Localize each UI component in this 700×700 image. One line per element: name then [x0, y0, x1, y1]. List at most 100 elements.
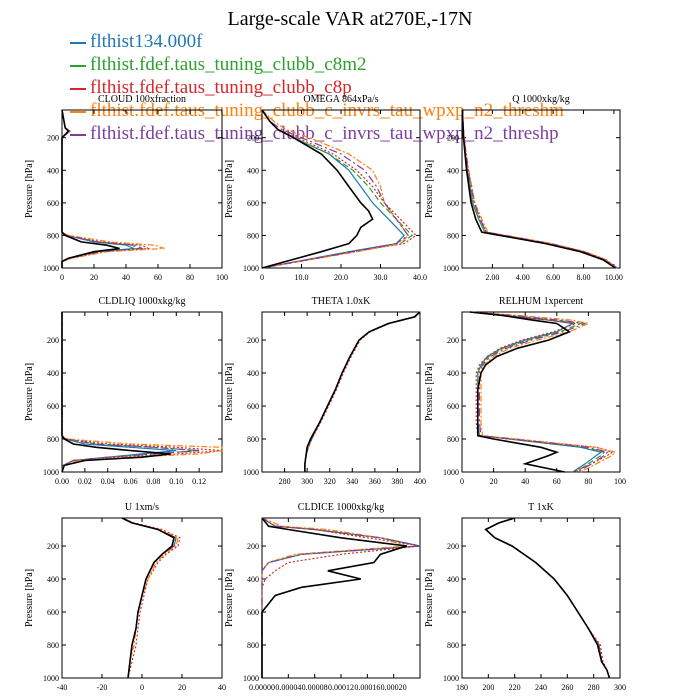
y-tick-label: 800 — [47, 435, 59, 444]
x-tick-label: 380 — [391, 477, 403, 486]
legend-label: flthist.fdef.taus_tuning_clubb_c8p — [90, 77, 352, 98]
x-tick-label: 220 — [509, 683, 521, 692]
series-line — [469, 311, 572, 473]
y-tick-label: 1000 — [243, 264, 259, 273]
series-line — [304, 311, 421, 472]
x-tick-label: -20 — [97, 683, 108, 692]
y-axis-label: Pressure [hPa] — [224, 363, 235, 421]
series-line — [461, 109, 616, 269]
y-tick-label: 800 — [447, 231, 459, 240]
y-tick-label: 800 — [247, 641, 259, 650]
x-tick-label: 0.00004 — [275, 683, 301, 692]
series-line — [61, 312, 171, 473]
y-tick-label: 400 — [247, 369, 259, 378]
series-line — [304, 311, 421, 472]
y-tick-label: 1000 — [43, 674, 59, 683]
y-tick-label: 200 — [247, 336, 259, 345]
legend: flthist134.000f flthist.fdef.taus_tuning… — [70, 30, 564, 145]
x-tick-label: 0 — [260, 273, 264, 282]
x-tick-label: 0.10 — [169, 477, 183, 486]
x-tick-label: 60 — [154, 273, 162, 282]
x-tick-label: 0.00012 — [328, 683, 354, 692]
x-tick-label: 0.02 — [78, 477, 92, 486]
legend-item: flthist134.000f — [70, 30, 564, 53]
y-tick-label: 200 — [447, 542, 459, 551]
x-tick-label: 0 — [140, 683, 144, 692]
y-tick-label: 600 — [47, 402, 59, 411]
series-line — [121, 517, 177, 679]
y-tick-label: 400 — [447, 575, 459, 584]
legend-item: flthist.fdef.taus_tuning_clubb_c8p — [70, 76, 564, 99]
series-line — [261, 517, 407, 678]
series-line — [121, 517, 177, 679]
series-line — [461, 109, 618, 269]
panel-title: U 1xm/s — [125, 502, 159, 513]
y-tick-label: 200 — [447, 336, 459, 345]
series-line — [461, 109, 618, 269]
x-tick-label: 0.00000 — [249, 683, 275, 692]
series-line — [304, 311, 421, 472]
x-tick-label: 40.0 — [413, 273, 427, 282]
series-line — [469, 311, 617, 473]
series-line — [61, 312, 177, 473]
panel: CLDICE 1000xkg/kg Pressure [hPa] 200 400 600… — [224, 502, 421, 692]
plot-frame — [61, 109, 223, 269]
legend-swatch — [70, 87, 86, 90]
y-axis-label: Pressure [hPa] — [224, 569, 235, 627]
y-tick-label: 600 — [447, 402, 459, 411]
panel-title: RELHUM 1xpercent — [499, 296, 583, 307]
series-line — [261, 517, 421, 678]
x-tick-label: 0.08 — [146, 477, 160, 486]
series-line — [461, 109, 618, 269]
y-tick-label: 1000 — [243, 674, 259, 683]
x-tick-label: 180 — [456, 683, 468, 692]
y-axis-label: Pressure [hPa] — [224, 160, 235, 218]
panel: CLDLIQ 1000xkg/kg Pressure [hPa] 200 400 600… — [24, 296, 223, 486]
y-tick-label: 1000 — [243, 468, 259, 477]
series-line — [261, 109, 409, 269]
series-line — [261, 517, 408, 678]
x-tick-label: 0.00008 — [302, 683, 328, 692]
x-tick-label: 200 — [482, 683, 494, 692]
series-line — [304, 311, 421, 472]
y-tick-label: 800 — [447, 435, 459, 444]
legend-swatch — [70, 133, 86, 136]
y-axis-label: Pressure [hPa] — [424, 569, 435, 627]
series-line — [469, 311, 614, 473]
panel-title: CLDICE 1000xkg/kg — [298, 502, 384, 513]
x-tick-label: 0 — [460, 477, 464, 486]
plot-frame — [261, 311, 421, 473]
y-tick-label: 600 — [447, 608, 459, 617]
legend-item: flthist.fdef.taus_tuning_clubb_c8m2 — [70, 53, 564, 76]
x-tick-label: 280 — [279, 477, 291, 486]
x-tick-label: 300 — [614, 683, 626, 692]
y-tick-label: 200 — [47, 542, 59, 551]
series-line — [261, 109, 374, 269]
x-tick-label: 20 — [90, 273, 98, 282]
y-tick-label: 200 — [47, 134, 59, 143]
y-tick-label: 400 — [47, 575, 59, 584]
y-tick-label: 600 — [447, 199, 459, 208]
y-tick-label: 400 — [47, 166, 59, 175]
panel-title: CLDLIQ 1000xkg/kg — [99, 296, 186, 307]
legend-label: flthist.fdef.taus_tuning_clubb_c_invrs_t… — [90, 123, 559, 144]
x-tick-label: 100 — [216, 273, 228, 282]
panel-title: CLOUD 100xfraction — [98, 94, 186, 105]
y-axis-label: Pressure [hPa] — [24, 363, 35, 421]
x-tick-label: 20 — [178, 683, 186, 692]
x-tick-label: 80 — [584, 477, 592, 486]
series-line — [261, 517, 421, 678]
legend-item: flthist.fdef.taus_tuning_clubb_c_invrs_t… — [70, 122, 564, 145]
x-tick-label: 10.0 — [295, 273, 309, 282]
series-line — [484, 517, 611, 679]
series-line — [121, 517, 177, 679]
series-line — [304, 311, 421, 472]
y-tick-label: 400 — [247, 575, 259, 584]
y-tick-label: 200 — [447, 134, 459, 143]
